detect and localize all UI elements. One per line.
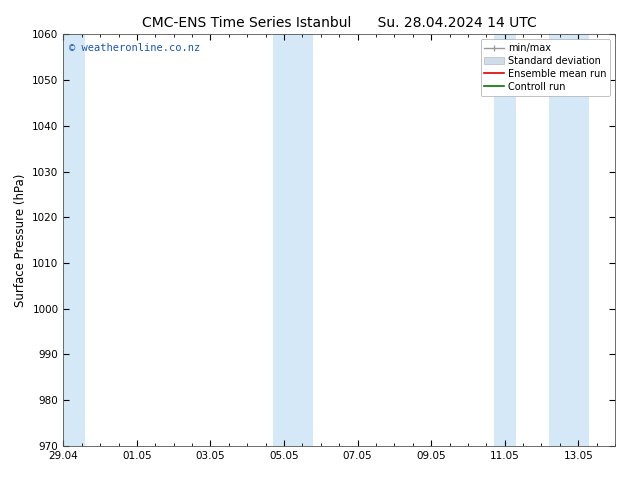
Legend: min/max, Standard deviation, Ensemble mean run, Controll run: min/max, Standard deviation, Ensemble me… (481, 39, 610, 96)
Bar (60, 34, 86, 446)
Text: © weatheronline.co.nz: © weatheronline.co.nz (69, 43, 200, 52)
Bar (494, 34, 515, 446)
Title: CMC-ENS Time Series Istanbul      Su. 28.04.2024 14 UTC: CMC-ENS Time Series Istanbul Su. 28.04.2… (142, 16, 536, 30)
Y-axis label: Surface Pressure (hPa): Surface Pressure (hPa) (14, 173, 27, 307)
Bar (549, 34, 589, 446)
Bar (273, 34, 313, 446)
